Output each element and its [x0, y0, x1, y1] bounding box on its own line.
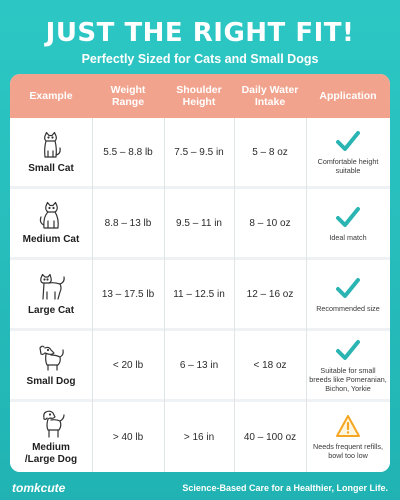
table-row: Small Dog < 20 lb 6 – 13 in < 18 oz Suit… — [10, 331, 390, 399]
example-label: Large Cat — [27, 304, 75, 316]
height-cell: > 16 in — [183, 431, 215, 443]
table-row: Medium /Large Dog > 40 lb > 16 in 40 – 1… — [10, 402, 390, 472]
weight-cell: 5.5 – 8.8 lb — [103, 146, 153, 158]
example-cell: Medium Cat — [10, 189, 92, 257]
header-application: Application — [319, 90, 377, 102]
header-weight-range: Weight Range — [110, 84, 146, 108]
footer-slogan: Science-Based Care for a Healthier, Long… — [182, 483, 388, 493]
column-divider — [234, 118, 235, 472]
column-divider — [92, 118, 93, 472]
small-dog-icon — [39, 345, 64, 371]
medium-cat-icon — [39, 201, 59, 229]
small-cat-icon — [44, 131, 61, 158]
large-cat-icon — [40, 273, 65, 300]
application-cell: Needs frequent refills, bowl too low — [306, 402, 390, 472]
table-row: Large Cat 13 – 17.5 lb 11 – 12.5 in 12 –… — [10, 260, 390, 328]
header-daily-water-intake: Daily Water Intake — [241, 84, 299, 108]
check-icon — [336, 277, 360, 298]
application-text: Needs frequent refills, bowl too low — [313, 442, 383, 460]
water-cell: 8 – 10 oz — [249, 217, 291, 229]
example-cell: Small Dog — [10, 331, 92, 399]
example-label: Small Cat — [28, 162, 74, 174]
height-cell: 6 – 13 in — [179, 359, 219, 371]
application-text: Ideal match — [329, 232, 367, 242]
example-label: Small Dog — [26, 375, 76, 387]
weight-cell: 8.8 – 13 lb — [104, 217, 152, 229]
check-icon — [336, 131, 360, 151]
application-cell: Comfortable height suitable — [306, 118, 390, 186]
height-cell: 11 – 12.5 in — [173, 288, 225, 300]
header-shoulder-height: Shoulder Height — [176, 84, 222, 108]
page-subtitle: Perfectly Sized for Cats and Small Dogs — [81, 52, 319, 66]
warning-icon — [336, 415, 360, 437]
header-example: Example — [29, 90, 73, 102]
water-cell: < 18 oz — [253, 359, 287, 371]
application-text: Recommended size — [316, 303, 380, 313]
check-icon — [336, 206, 360, 227]
application-cell: Suitable for small breeds like Pomerania… — [306, 331, 390, 399]
height-cell: 9.5 – 11 in — [176, 217, 222, 229]
application-text: Suitable for small breeds like Pomerania… — [309, 365, 387, 393]
example-cell: Large Cat — [10, 260, 92, 328]
table-row: Medium Cat 8.8 – 13 lb 9.5 – 11 in 8 – 1… — [10, 189, 390, 257]
large-dog-icon — [43, 410, 65, 438]
water-cell: 5 – 8 oz — [252, 146, 288, 158]
example-cell: Medium /Large Dog — [10, 402, 92, 472]
application-cell: Recommended size — [306, 260, 390, 328]
column-divider — [306, 118, 307, 472]
footer: tomkcute Science-Based Care for a Health… — [0, 479, 400, 500]
check-icon — [336, 339, 360, 360]
weight-cell: > 40 lb — [112, 431, 144, 443]
weight-cell: < 20 lb — [112, 359, 144, 371]
weight-cell: 13 – 17.5 lb — [101, 288, 155, 300]
application-text: Comfortable height suitable — [317, 157, 379, 175]
table-header: Example Weight Range Shoulder Height Dai… — [10, 74, 390, 118]
example-label: Medium Cat — [22, 233, 80, 245]
height-cell: 7.5 – 9.5 in — [174, 146, 224, 158]
example-cell: Small Cat — [10, 118, 92, 186]
column-divider — [164, 118, 165, 472]
water-cell: 40 – 100 oz — [243, 431, 297, 443]
application-cell: Ideal match — [306, 189, 390, 257]
water-cell: 12 – 16 oz — [246, 288, 294, 300]
brand-logo: tomkcute — [12, 481, 66, 495]
table-row: Small Cat 5.5 – 8.8 lb 7.5 – 9.5 in 5 – … — [10, 118, 390, 186]
example-label: Medium /Large Dog — [24, 441, 78, 465]
size-comparison-table: Example Weight Range Shoulder Height Dai… — [10, 74, 390, 472]
page-title: JUST THE RIGHT FIT! — [45, 18, 355, 48]
